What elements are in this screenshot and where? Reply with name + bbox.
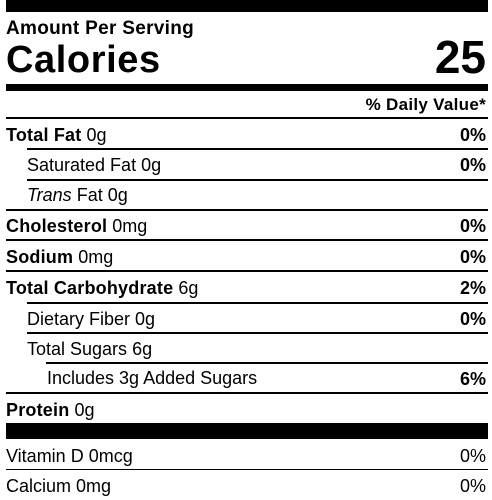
nutrient-name: Includes 3g Added Sugars bbox=[47, 368, 258, 388]
nutrient-name: Saturated Fat bbox=[27, 155, 137, 175]
nutrient-name: Fat bbox=[76, 185, 103, 205]
nutrient-row-saturated-fat: Saturated Fat 0g bbox=[27, 156, 161, 174]
nutrient-row-sodium: Sodium 0mg bbox=[6, 248, 113, 266]
vitamin-dv: 0% bbox=[459, 446, 486, 466]
vitamin-amount: 0mcg bbox=[88, 446, 133, 466]
nutrient-amount: 0g bbox=[107, 185, 128, 205]
protein-divider-bar bbox=[6, 423, 488, 439]
nutrient-dv: 2% bbox=[459, 278, 486, 298]
nutrient-amount: 0g bbox=[74, 400, 95, 420]
nutrient-dv: 0% bbox=[459, 247, 486, 267]
vitamin-dv: 0% bbox=[459, 476, 486, 496]
nutrient-name: Protein bbox=[6, 400, 70, 420]
nutrient-name: Total Carbohydrate bbox=[6, 278, 174, 298]
calories-divider-bar bbox=[6, 84, 488, 91]
nutrient-row-total-sugars: Total Sugars 6g bbox=[27, 340, 152, 358]
nutrient-amount: 0g bbox=[141, 155, 162, 175]
rule bbox=[6, 392, 488, 394]
vitamin-name: Vitamin D bbox=[6, 446, 84, 466]
nutrient-name: Total Fat bbox=[6, 125, 82, 145]
amount-per-serving-heading: Amount Per Serving bbox=[6, 18, 195, 39]
nutrient-dv: 6% bbox=[459, 369, 486, 389]
top-thick-bar bbox=[6, 0, 488, 12]
rule bbox=[6, 239, 488, 241]
nutrient-name-italic: Trans bbox=[27, 185, 72, 205]
nutrient-row-added-sugars: Includes 3g Added Sugars bbox=[47, 369, 257, 387]
rule bbox=[6, 270, 488, 272]
nutrient-name: Cholesterol bbox=[6, 216, 108, 236]
nutrient-row-total-carbohydrate: Total Carbohydrate 6g bbox=[6, 279, 198, 297]
nutrient-name: Dietary Fiber bbox=[27, 309, 131, 329]
nutrient-amount: 6g bbox=[178, 278, 199, 298]
rule bbox=[46, 362, 488, 364]
nutrient-name: Sodium bbox=[6, 247, 74, 267]
calories-value: 25 bbox=[434, 31, 486, 83]
rule bbox=[6, 117, 488, 119]
vitamin-row-vitamin-d: Vitamin D 0mcg bbox=[6, 447, 133, 465]
vitamin-amount: 0mg bbox=[76, 476, 112, 496]
rule bbox=[27, 302, 488, 304]
nutrient-dv: 0% bbox=[459, 155, 486, 175]
rule bbox=[27, 148, 488, 150]
nutrient-row-trans-fat: Trans Fat 0g bbox=[27, 186, 128, 204]
vitamin-name: Calcium bbox=[6, 476, 72, 496]
nutrient-dv: 0% bbox=[459, 125, 486, 145]
rule bbox=[27, 332, 488, 334]
vitamin-row-calcium: Calcium 0mg bbox=[6, 477, 111, 495]
nutrient-row-cholesterol: Cholesterol 0mg bbox=[6, 217, 147, 235]
calories-label: Calories bbox=[6, 39, 161, 81]
rule bbox=[6, 469, 488, 470]
nutrient-dv: 0% bbox=[459, 309, 486, 329]
nutrient-amount: 0g bbox=[135, 309, 156, 329]
rule bbox=[27, 179, 488, 181]
nutrient-row-protein: Protein 0g bbox=[6, 401, 94, 419]
nutrient-amount: 6g bbox=[132, 339, 153, 359]
nutrient-row-dietary-fiber: Dietary Fiber 0g bbox=[27, 310, 155, 328]
nutrient-dv: 0% bbox=[459, 216, 486, 236]
nutrient-amount: 0g bbox=[86, 125, 107, 145]
nutrient-name: Total Sugars bbox=[27, 339, 128, 359]
daily-value-heading: % Daily Value* bbox=[365, 95, 486, 114]
nutrient-amount: 0mg bbox=[78, 247, 114, 267]
rule bbox=[6, 209, 488, 211]
nutrient-amount: 0mg bbox=[112, 216, 148, 236]
nutrient-row-total-fat: Total Fat 0g bbox=[6, 126, 107, 144]
